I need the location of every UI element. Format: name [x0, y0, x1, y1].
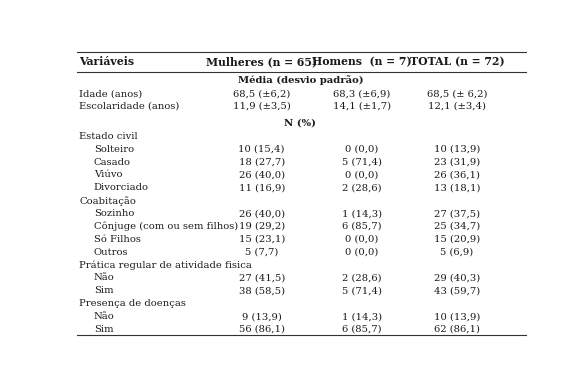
- Text: 5 (71,4): 5 (71,4): [342, 286, 381, 295]
- Text: 14,1 (±1,7): 14,1 (±1,7): [333, 102, 391, 111]
- Text: Idade (anos): Idade (anos): [79, 89, 142, 98]
- Text: 15 (20,9): 15 (20,9): [434, 235, 480, 244]
- Text: Só Filhos: Só Filhos: [94, 235, 141, 244]
- Text: 19 (29,2): 19 (29,2): [239, 222, 285, 231]
- Text: 13 (18,1): 13 (18,1): [434, 183, 481, 192]
- Text: 38 (58,5): 38 (58,5): [239, 286, 285, 295]
- Text: Média (desvio padrão): Média (desvio padrão): [237, 74, 363, 84]
- Text: 0 (0,0): 0 (0,0): [345, 145, 379, 154]
- Text: Sim: Sim: [94, 286, 113, 295]
- Text: 9 (13,9): 9 (13,9): [242, 312, 282, 321]
- Text: 26 (40,0): 26 (40,0): [239, 170, 285, 179]
- Text: 27 (41,5): 27 (41,5): [239, 274, 285, 282]
- Text: 29 (40,3): 29 (40,3): [434, 274, 480, 282]
- Text: Divorciado: Divorciado: [94, 183, 149, 192]
- Text: 6 (85,7): 6 (85,7): [342, 222, 381, 231]
- Text: 23 (31,9): 23 (31,9): [434, 158, 480, 166]
- Text: 10 (15,4): 10 (15,4): [239, 145, 285, 154]
- Text: Homens  (n = 7): Homens (n = 7): [312, 57, 411, 68]
- Text: TOTAL (n = 72): TOTAL (n = 72): [410, 57, 505, 68]
- Text: Variáveis: Variáveis: [79, 57, 134, 68]
- Text: Coabitação: Coabitação: [79, 196, 136, 206]
- Text: Solteiro: Solteiro: [94, 145, 134, 154]
- Text: Outros: Outros: [94, 248, 128, 256]
- Text: 1 (14,3): 1 (14,3): [342, 209, 381, 218]
- Text: 2 (28,6): 2 (28,6): [342, 274, 381, 282]
- Text: 62 (86,1): 62 (86,1): [434, 325, 480, 334]
- Text: 18 (27,7): 18 (27,7): [239, 158, 285, 166]
- Text: N (%): N (%): [284, 118, 316, 127]
- Text: 5 (7,7): 5 (7,7): [245, 248, 278, 256]
- Text: 6 (85,7): 6 (85,7): [342, 325, 381, 334]
- Text: 15 (23,1): 15 (23,1): [239, 235, 285, 244]
- Text: Não: Não: [94, 274, 114, 282]
- Text: 11,9 (±3,5): 11,9 (±3,5): [233, 102, 291, 111]
- Text: 5 (71,4): 5 (71,4): [342, 158, 381, 166]
- Text: 68,5 (±6,2): 68,5 (±6,2): [233, 89, 291, 98]
- Text: 68,5 (± 6,2): 68,5 (± 6,2): [427, 89, 487, 98]
- Text: 12,1 (±3,4): 12,1 (±3,4): [428, 102, 486, 111]
- Text: Presença de doenças: Presença de doenças: [79, 299, 186, 308]
- Text: 1 (14,3): 1 (14,3): [342, 312, 381, 321]
- Text: Sim: Sim: [94, 325, 113, 334]
- Text: Mulheres (n = 65): Mulheres (n = 65): [206, 57, 317, 68]
- Text: 26 (40,0): 26 (40,0): [239, 209, 285, 218]
- Text: 2 (28,6): 2 (28,6): [342, 183, 381, 192]
- Text: Não: Não: [94, 312, 114, 321]
- Text: 0 (0,0): 0 (0,0): [345, 235, 379, 244]
- Text: 10 (13,9): 10 (13,9): [434, 145, 480, 154]
- Text: 68,3 (±6,9): 68,3 (±6,9): [333, 89, 390, 98]
- Text: 43 (59,7): 43 (59,7): [434, 286, 480, 295]
- Text: 5 (6,9): 5 (6,9): [441, 248, 473, 256]
- Text: 25 (34,7): 25 (34,7): [434, 222, 480, 231]
- Text: Viúvo: Viúvo: [94, 170, 122, 179]
- Text: 27 (37,5): 27 (37,5): [434, 209, 480, 218]
- Text: Prática regular de atividade fisica: Prática regular de atividade fisica: [79, 260, 252, 270]
- Text: Casado: Casado: [94, 158, 131, 166]
- Text: 0 (0,0): 0 (0,0): [345, 248, 379, 256]
- Text: 0 (0,0): 0 (0,0): [345, 170, 379, 179]
- Text: Cônjuge (com ou sem filhos): Cônjuge (com ou sem filhos): [94, 222, 238, 231]
- Text: Estado civil: Estado civil: [79, 132, 138, 141]
- Text: Sozinho: Sozinho: [94, 209, 134, 218]
- Text: 56 (86,1): 56 (86,1): [239, 325, 285, 334]
- Text: Escolaridade (anos): Escolaridade (anos): [79, 102, 179, 111]
- Text: 26 (36,1): 26 (36,1): [434, 170, 480, 179]
- Text: 11 (16,9): 11 (16,9): [239, 183, 285, 192]
- Text: 10 (13,9): 10 (13,9): [434, 312, 480, 321]
